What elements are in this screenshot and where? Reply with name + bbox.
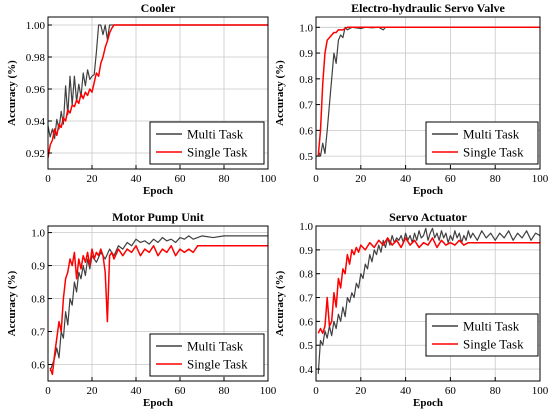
y-tick-label: 1.0 xyxy=(299,22,313,34)
y-tick-label: 0.7 xyxy=(299,293,313,305)
legend-box xyxy=(425,121,539,165)
x-tick-label: 100 xyxy=(532,173,549,185)
legend-box xyxy=(425,313,539,357)
legend: Multi Task Single Task xyxy=(149,333,265,377)
y-tick-label: 0.8 xyxy=(299,269,313,281)
chart-panel-2: 0.5 0.6 0.7 0.8 0.9 1.0 0 20 40 60 80 100 Electro-hy… xyxy=(274,1,549,197)
y-tick-label: 0.6 xyxy=(31,360,45,372)
y-tick-label: 0.8 xyxy=(31,294,45,306)
y-tick-label: 0.6 xyxy=(299,125,313,137)
x-axis-label: Epoch xyxy=(413,397,443,409)
x-tick-label: 40 xyxy=(131,173,143,185)
legend-label: Single Task xyxy=(187,145,248,160)
legend-box xyxy=(149,121,265,165)
x-tick-label: 60 xyxy=(175,173,187,185)
plot-frame xyxy=(47,16,269,170)
x-tick-label: 40 xyxy=(400,173,412,185)
legend-label: Single Task xyxy=(187,357,248,372)
y-tick-label: 0.96 xyxy=(26,84,46,96)
y-tick-label: 0.9 xyxy=(299,245,313,257)
y-tick-label: 0.5 xyxy=(299,151,313,163)
x-tick-label: 100 xyxy=(260,173,277,185)
chart-panel-1: 0.92 0.94 0.96 0.98 1.00 0 20 40 60 80 100 Cooler Ep… xyxy=(6,1,277,197)
series-line-multi-task xyxy=(49,235,268,372)
x-tick-label: 0 xyxy=(45,385,51,397)
y-tick-label: 0.9 xyxy=(299,48,313,60)
legend-label: Multi Task xyxy=(463,127,520,142)
x-tick-label: 20 xyxy=(87,385,99,397)
y-axis-label: Accuracy (%) xyxy=(6,60,18,126)
y-axis-label: Accuracy (%) xyxy=(274,270,286,336)
x-tick-label: 100 xyxy=(532,385,549,397)
chart-title: Cooler xyxy=(141,1,176,15)
y-tick-label: 0.7 xyxy=(299,100,313,112)
x-axis-label: Epoch xyxy=(413,185,443,197)
y-tick-label: 1.0 xyxy=(299,221,313,233)
legend-label: Multi Task xyxy=(187,339,244,354)
x-tick-label: 40 xyxy=(400,385,412,397)
x-tick-label: 20 xyxy=(87,173,99,185)
x-tick-label: 80 xyxy=(490,385,502,397)
x-tick-label: 0 xyxy=(313,173,319,185)
y-axis-label: Accuracy (%) xyxy=(6,270,18,336)
y-tick-label: 0.92 xyxy=(26,148,45,160)
chart-title: Servo Actuator xyxy=(389,210,467,224)
chart-panel-4: 0.4 0.5 0.6 0.7 0.8 0.9 1.0 0 20 40 60 80 100 Servo A… xyxy=(274,210,549,409)
y-tick-label: 1.00 xyxy=(26,20,46,32)
x-tick-label: 80 xyxy=(219,173,231,185)
y-tick-label: 0.98 xyxy=(26,52,46,64)
plot-frame xyxy=(47,225,269,382)
legend: Multi Task Single Task xyxy=(149,121,265,165)
x-tick-label: 60 xyxy=(445,173,457,185)
chart-title: Electro-hydraulic Servo Valve xyxy=(351,1,505,15)
y-tick-label: 0.8 xyxy=(299,74,313,86)
x-tick-label: 60 xyxy=(445,385,457,397)
x-tick-label: 60 xyxy=(175,385,187,397)
series-line-single-task xyxy=(49,245,268,376)
series-line-single-task xyxy=(48,24,268,158)
chart-panel-3: 0.6 0.7 0.8 0.9 1.0 0 20 40 60 80 100 Motor Pump Un… xyxy=(6,210,277,409)
x-axis-label: Epoch xyxy=(143,397,173,409)
x-axis-label: Epoch xyxy=(143,185,173,197)
x-tick-label: 40 xyxy=(131,385,143,397)
plot-frame xyxy=(315,16,541,170)
y-tick-label: 1.0 xyxy=(31,228,45,240)
x-tick-label: 100 xyxy=(260,385,277,397)
y-tick-label: 0.9 xyxy=(31,261,45,273)
legend-label: Single Task xyxy=(463,337,524,352)
plot-frame xyxy=(315,225,541,382)
x-tick-label: 80 xyxy=(490,173,502,185)
series-line-single-task xyxy=(317,26,540,157)
x-tick-label: 20 xyxy=(355,173,367,185)
y-tick-label: 0.7 xyxy=(31,327,45,339)
legend-label: Single Task xyxy=(463,145,524,160)
x-tick-label: 80 xyxy=(219,385,231,397)
y-axis-label: Accuracy (%) xyxy=(274,60,286,126)
legend: Multi Task Single Task xyxy=(425,121,539,165)
legend: Multi Task Single Task xyxy=(425,313,539,357)
y-tick-label: 0.5 xyxy=(299,340,313,352)
series-line-single-task xyxy=(317,237,540,335)
legend-label: Multi Task xyxy=(463,319,520,334)
legend-label: Multi Task xyxy=(187,127,244,142)
y-tick-label: 0.94 xyxy=(26,116,46,128)
x-tick-label: 0 xyxy=(45,173,51,185)
y-tick-label: 0.6 xyxy=(299,316,313,328)
legend-box xyxy=(149,333,265,377)
chart-title: Motor Pump Unit xyxy=(112,210,204,224)
y-tick-label: 0.4 xyxy=(299,364,313,376)
x-tick-label: 0 xyxy=(313,385,319,397)
x-tick-label: 20 xyxy=(355,385,367,397)
